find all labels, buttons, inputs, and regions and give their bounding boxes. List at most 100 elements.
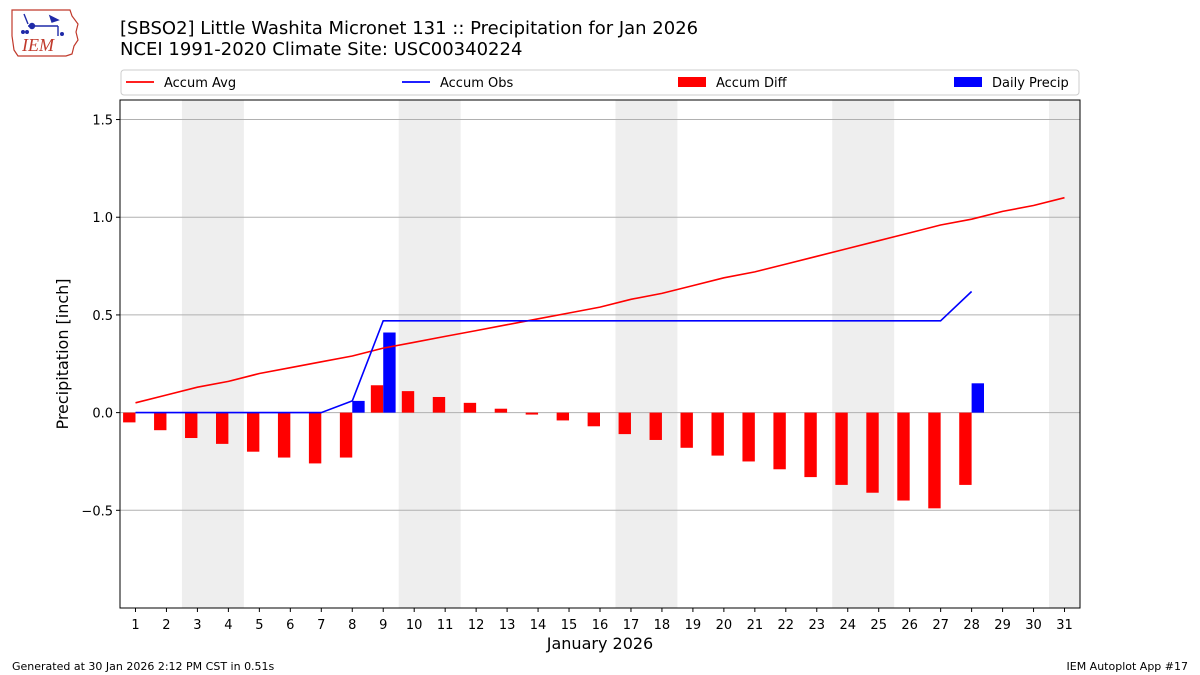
- accum-diff-bar: [928, 412, 941, 509]
- bar-series: [123, 332, 984, 509]
- x-tick-label: 18: [654, 618, 671, 633]
- logo-text: IEM: [21, 35, 55, 55]
- legend-swatch-accum-diff: [678, 77, 706, 87]
- weekend-band: [1049, 100, 1080, 608]
- daily-precip-bar: [971, 383, 984, 413]
- x-tick-label: 27: [932, 618, 949, 633]
- accum-diff-bar: [618, 412, 631, 435]
- accum-diff-bar: [525, 412, 539, 415]
- accum-diff-bar: [804, 412, 817, 478]
- accum-diff-bar: [959, 412, 972, 485]
- accum-diff-bar: [216, 412, 229, 444]
- x-tick-label: 23: [809, 618, 826, 633]
- accum-diff-bar: [897, 412, 910, 501]
- x-tick-label: 2: [162, 618, 170, 633]
- x-tick-label: 22: [778, 618, 795, 633]
- x-tick-label: 26: [901, 618, 918, 633]
- accum-diff-bar: [494, 408, 508, 413]
- x-tick-label: 30: [1025, 618, 1042, 633]
- y-tick-label: 0.5: [92, 309, 113, 324]
- accum-diff-bar: [463, 402, 477, 413]
- x-tick-label: 20: [716, 618, 733, 633]
- x-tick-label: 19: [685, 618, 702, 633]
- footer-generated: Generated at 30 Jan 2026 2:12 PM CST in …: [12, 660, 275, 673]
- accum-diff-bar: [587, 412, 600, 427]
- x-axis: 1 2 3 4 5 6 7 8 9 10 11 12 13 14 15 16 17 18 19 20 21 22 23 24 2…: [131, 608, 1073, 633]
- legend-label-accum-obs: Accum Obs: [440, 76, 513, 91]
- accum-diff-bar: [154, 412, 167, 431]
- x-tick-label: 10: [406, 618, 423, 633]
- accum-diff-bar: [649, 412, 662, 440]
- x-tick-label: 1: [131, 618, 139, 633]
- x-tick-label: 24: [839, 618, 856, 633]
- accum-diff-bar: [835, 412, 848, 485]
- x-tick-label: 7: [317, 618, 325, 633]
- x-tick-label: 12: [468, 618, 485, 633]
- accum-avg-line: [135, 196, 1065, 404]
- accum-diff-bar: [339, 412, 353, 458]
- x-tick-label: 14: [530, 618, 547, 633]
- legend-label-accum-avg: Accum Avg: [164, 76, 236, 91]
- chart-title-line2: NCEI 1991-2020 Climate Site: USC00340224: [120, 39, 523, 60]
- x-tick-label: 31: [1056, 618, 1073, 633]
- weekend-band: [832, 100, 895, 608]
- iem-logo: IEM: [8, 6, 80, 64]
- chart-title: [SBSO2] Little Washita Micronet 131 :: P…: [120, 18, 698, 60]
- x-tick-label: 16: [592, 618, 609, 633]
- x-tick-label: 15: [561, 618, 578, 633]
- y-tick-label: 0.0: [92, 407, 113, 422]
- iowa-outline-icon: [11, 9, 79, 57]
- legend-label-accum-diff: Accum Diff: [716, 76, 788, 91]
- x-tick-label: 5: [255, 618, 263, 633]
- weather-instruments-icon: [20, 13, 65, 37]
- y-tick-label: 1.0: [92, 211, 113, 226]
- legend-label-daily-precip: Daily Precip: [992, 76, 1069, 91]
- x-tick-label: 8: [348, 618, 356, 633]
- plot-frame: [119, 99, 1081, 609]
- x-tick-label: 25: [870, 618, 887, 633]
- accum-diff-bar: [370, 385, 384, 413]
- weekend-band: [181, 100, 244, 608]
- chart-title-line1: [SBSO2] Little Washita Micronet 131 :: P…: [120, 18, 699, 39]
- legend: Accum Avg Accum Obs Accum Diff Daily Precip: [120, 69, 1080, 96]
- x-tick-label: 6: [286, 618, 294, 633]
- x-axis-label: January 2026: [546, 634, 653, 653]
- accum-diff-bar: [742, 412, 755, 462]
- y-axis-label: Precipitation [inch]: [53, 278, 72, 429]
- x-tick-label: 21: [747, 618, 764, 633]
- daily-precip-bar: [383, 332, 396, 413]
- x-tick-label: 4: [224, 618, 232, 633]
- x-tick-label: 17: [623, 618, 640, 633]
- accum-diff-bar: [711, 412, 724, 456]
- accum-diff-bar: [432, 396, 446, 413]
- x-tick-label: 28: [963, 618, 980, 633]
- accum-obs-line: [135, 290, 973, 414]
- accum-diff-bar: [246, 412, 260, 452]
- line-series: [135, 196, 1065, 414]
- y-tick-label: 1.5: [92, 114, 113, 129]
- weekend-band: [615, 100, 678, 608]
- weekend-shading: [181, 100, 1080, 608]
- daily-precip-bar: [352, 400, 365, 413]
- weekend-band: [398, 100, 461, 608]
- accum-diff-bar: [401, 391, 415, 413]
- x-tick-label: 9: [379, 618, 387, 633]
- accum-diff-bar: [277, 412, 291, 458]
- accum-diff-bar: [556, 412, 570, 421]
- legend-swatch-daily-precip: [954, 77, 982, 87]
- accum-diff-bar: [866, 412, 879, 493]
- accum-diff-bar: [773, 412, 786, 470]
- legend-box: [120, 69, 1080, 96]
- accum-diff-bar: [680, 412, 693, 448]
- x-tick-label: 11: [437, 618, 454, 633]
- y-tick-label: −0.5: [81, 504, 113, 519]
- x-tick-label: 13: [499, 618, 516, 633]
- accum-diff-bar: [185, 412, 198, 439]
- footer-app: IEM Autoplot App #17: [1066, 660, 1189, 673]
- x-tick-label: 3: [193, 618, 201, 633]
- x-tick-label: 29: [994, 618, 1011, 633]
- accum-diff-bar: [308, 412, 322, 464]
- accum-diff-bar: [123, 412, 136, 423]
- y-axis: 1.5 1.0 0.5 0.0 −0.5: [81, 114, 120, 519]
